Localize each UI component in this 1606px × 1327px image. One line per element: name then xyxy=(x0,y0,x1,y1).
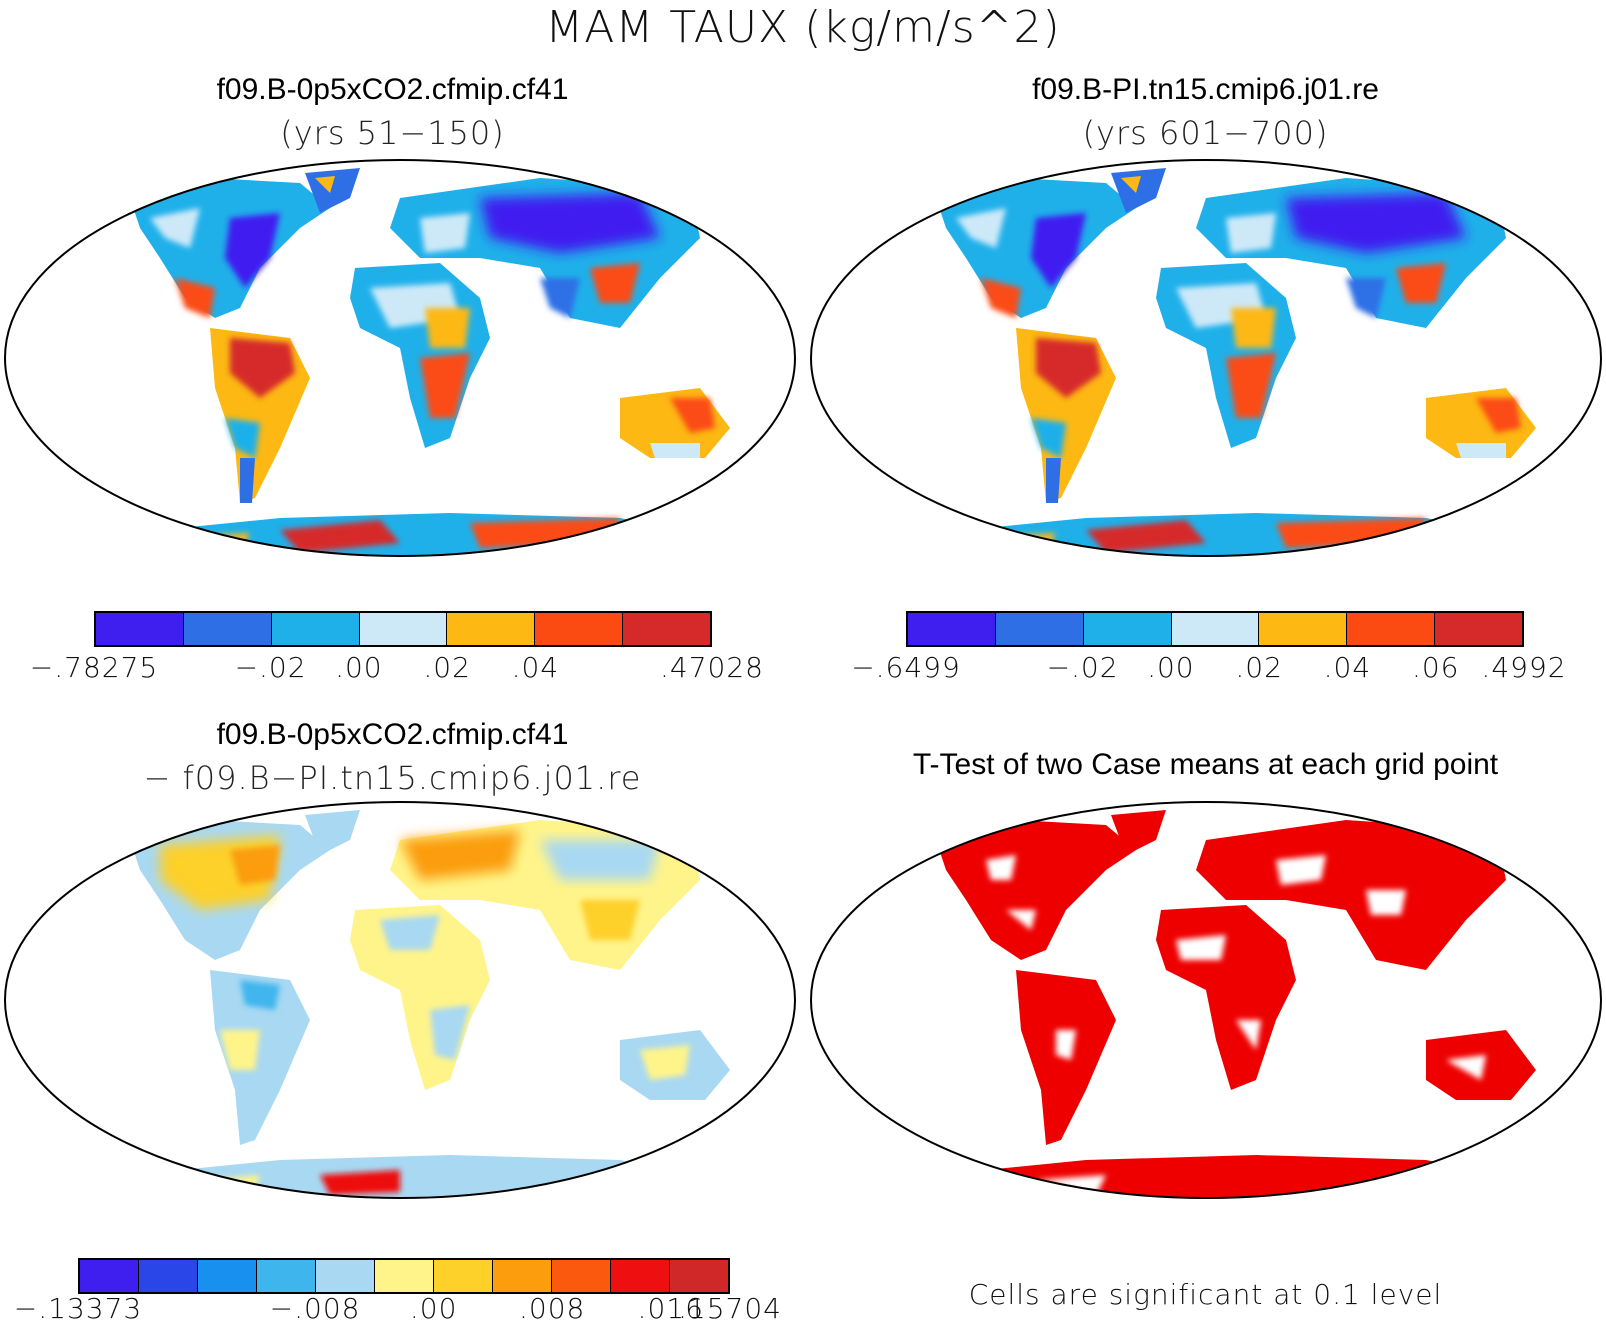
colorbar-tick-label: −.008 xyxy=(269,1292,361,1325)
panel2-subtitle: (yrs 601−700) xyxy=(1082,114,1329,152)
colorbar-cell xyxy=(316,1260,375,1292)
colorbar-tick-label: −.6499 xyxy=(851,651,961,684)
colorbar-tick-label: .016 xyxy=(637,1292,704,1325)
colorbar-cell xyxy=(183,613,272,645)
colorbar-tick-label: .47028 xyxy=(660,651,764,684)
colorbar-tick-label: −.78275 xyxy=(29,651,159,684)
colorbar-cell xyxy=(271,613,360,645)
colorbar-cell xyxy=(198,1260,257,1292)
colorbar-tick-label: .02 xyxy=(423,651,471,684)
panel1-map xyxy=(4,159,796,557)
colorbar-cell xyxy=(257,1260,316,1292)
colorbar-tick-label: .008 xyxy=(519,1292,586,1325)
colorbar-cell xyxy=(670,1260,728,1292)
colorbar-cell xyxy=(96,613,184,645)
colorbar-cell xyxy=(1435,613,1523,645)
colorbar-tick-label: .00 xyxy=(335,651,383,684)
colorbar-cell xyxy=(434,1260,493,1292)
colorbar-cell xyxy=(1083,613,1172,645)
panel3-colorbar xyxy=(78,1258,730,1294)
colorbar-tick-label: −.02 xyxy=(1046,651,1119,684)
panel1-subtitle: (yrs 51−150) xyxy=(280,114,505,152)
panel1-title: f09.B-0p5xCO2.cfmip.cf41 xyxy=(216,73,569,106)
colorbar-tick-label: .00 xyxy=(1147,651,1195,684)
panel4-title: T-Test of two Case means at each grid po… xyxy=(912,748,1499,781)
colorbar-cell xyxy=(447,613,536,645)
colorbar-tick-label: .15704 xyxy=(678,1292,782,1325)
colorbar-cell xyxy=(908,613,996,645)
panel3-subtitle: − f09.B−PI.tn15.cmip6.j01.re xyxy=(143,759,642,797)
colorbar-cell xyxy=(1259,613,1348,645)
colorbar-tick-label: .06 xyxy=(1411,651,1460,684)
panel4-map xyxy=(810,801,1602,1199)
panel2-title: f09.B-PI.tn15.cmip6.j01.re xyxy=(1032,73,1379,106)
colorbar-cell xyxy=(1347,613,1436,645)
colorbar-cell xyxy=(139,1260,198,1292)
colorbar-cell xyxy=(552,1260,611,1292)
colorbar-cell xyxy=(80,1260,139,1292)
panel3-map xyxy=(4,801,796,1199)
colorbar-cell xyxy=(359,613,448,645)
colorbar-tick-label: .04 xyxy=(1323,651,1372,684)
colorbar-cell xyxy=(623,613,711,645)
colorbar-tick-label: .02 xyxy=(1235,651,1283,684)
colorbar-cell xyxy=(995,613,1084,645)
colorbar-cell xyxy=(535,613,624,645)
panel2-colorbar xyxy=(906,611,1524,647)
colorbar-cell xyxy=(493,1260,552,1292)
colorbar-tick-label: −.02 xyxy=(234,651,307,684)
panel1-colorbar xyxy=(94,611,712,647)
colorbar-tick-label: .4992 xyxy=(1481,651,1567,684)
colorbar-cell xyxy=(375,1260,434,1292)
panel3-title: f09.B-0p5xCO2.cfmip.cf41 xyxy=(216,718,569,751)
colorbar-cell xyxy=(1171,613,1260,645)
colorbar-cell xyxy=(611,1260,670,1292)
panel2-map xyxy=(810,159,1602,557)
colorbar-tick-label: .04 xyxy=(511,651,560,684)
colorbar-tick-label: −.13373 xyxy=(13,1292,143,1325)
colorbar-tick-label: .00 xyxy=(409,1292,458,1325)
figure-title: MAM TAUX (kg/m/s^2) xyxy=(545,2,1061,53)
significance-note: Cells are significant at 0.1 level xyxy=(968,1278,1443,1311)
